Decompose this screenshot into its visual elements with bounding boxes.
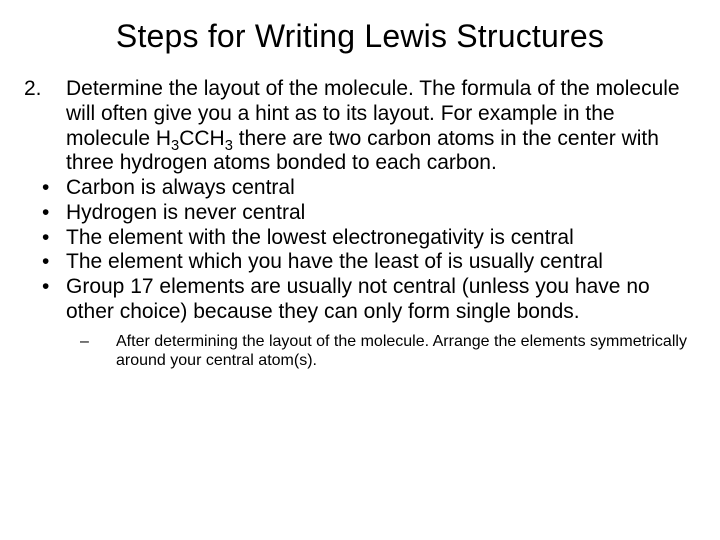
bullet-marker: • <box>24 226 66 251</box>
sub-bullet-text: After determining the layout of the mole… <box>116 333 696 371</box>
main-item-row: 2. Determine the layout of the molecule.… <box>24 77 696 176</box>
bullet-row: • The element with the lowest electroneg… <box>24 226 696 251</box>
item-number: 2. <box>24 77 66 176</box>
bullet-marker: • <box>24 201 66 226</box>
sub-bullet-marker: – <box>80 333 116 371</box>
sub-bullet-row: – After determining the layout of the mo… <box>24 333 696 371</box>
slide-container: Steps for Writing Lewis Structures 2. De… <box>0 0 720 540</box>
item-text: Determine the layout of the molecule. Th… <box>66 77 696 176</box>
bullet-marker: • <box>24 250 66 275</box>
bullet-text: Group 17 elements are usually not centra… <box>66 275 696 325</box>
bullet-text: Hydrogen is never central <box>66 201 696 226</box>
formula-mid: CCH <box>179 127 225 150</box>
bullet-marker: • <box>24 176 66 201</box>
bullet-row: • The element which you have the least o… <box>24 250 696 275</box>
bullet-text: The element which you have the least of … <box>66 250 696 275</box>
bullet-row: • Group 17 elements are usually not cent… <box>24 275 696 325</box>
bullet-row: • Hydrogen is never central <box>24 201 696 226</box>
bullet-marker: • <box>24 275 66 325</box>
bullet-text: The element with the lowest electronegat… <box>66 226 696 251</box>
bullet-row: • Carbon is always central <box>24 176 696 201</box>
slide-title: Steps for Writing Lewis Structures <box>24 18 696 55</box>
bullet-text: Carbon is always central <box>66 176 696 201</box>
